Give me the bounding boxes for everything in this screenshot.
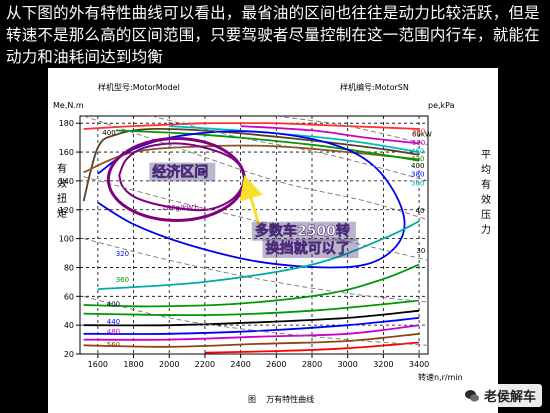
series-line <box>97 130 406 269</box>
x-tick-label: 2000 <box>159 360 179 369</box>
y-axis-title-char: 效 <box>57 177 67 190</box>
series-line <box>115 129 420 162</box>
y-tick-label: 100 <box>59 235 74 244</box>
contour-label: 420 <box>411 155 424 163</box>
y-tick-label: 160 <box>59 148 74 157</box>
x-tick-label: 2200 <box>195 360 215 369</box>
x-tick-label: 3000 <box>338 360 358 369</box>
y-tick-label: 60 <box>64 292 74 301</box>
x-tick-label: 3400 <box>409 360 429 369</box>
contour-label: 560 <box>412 127 425 135</box>
series-line <box>83 238 428 303</box>
series-line <box>83 299 420 317</box>
callout-shift-label: 换挡就可以了 <box>266 240 350 257</box>
wechat-icon <box>464 389 479 402</box>
series-line <box>82 128 420 202</box>
contour-label: 280g/kW.h <box>162 204 199 212</box>
contour-label: 400 <box>411 162 424 170</box>
series-line <box>151 116 428 182</box>
contour-label: 440 <box>107 318 120 326</box>
callout-shift-label-bg <box>262 239 359 259</box>
y-axis-title-char: 有 <box>57 162 67 175</box>
y-tick-label: 20 <box>64 350 74 359</box>
y2-axis-title-char: 力 <box>481 223 491 236</box>
x-tick-label: 1600 <box>88 360 108 369</box>
y-axis-title-char: 矩 <box>57 207 67 220</box>
chart-series-layer <box>82 116 428 354</box>
series-line <box>83 309 420 327</box>
contour-label: 30 <box>416 247 425 255</box>
chart-annotations-layer: 400 60kW5605004604204003803604030280g/kW.… <box>102 127 432 348</box>
contour-label: 360 <box>411 179 424 187</box>
watermark-text: 老侯解车 <box>483 390 536 405</box>
engine-map-chart: 400 60kW5605004604204003803604030280g/kW.… <box>53 82 491 404</box>
y2-axis-title-char: 有 <box>481 178 491 191</box>
y-axis-unit-label: Me,N.m <box>53 101 84 110</box>
chart-title: 图 万有特性曲线 <box>248 394 314 404</box>
economy-zone-label-bg <box>149 162 216 182</box>
contour-label: 500 <box>412 139 425 147</box>
y-tick-label: 180 <box>59 119 74 128</box>
caption-text: 从下图的外有特性曲线可以看出，最省油的区间也往往是动力比较活跃，但是转速不是那么… <box>6 4 540 66</box>
y2-axis-unit-label: pe,kPa <box>428 101 455 110</box>
contour-label: 360 <box>116 276 129 284</box>
contour-label: 320 <box>116 250 129 258</box>
callout-rpm-label-bg <box>251 221 356 241</box>
y-tick-label: 40 <box>64 321 74 330</box>
header-right-label: 样机编号:MotorSN <box>340 82 409 92</box>
y2-axis-title-char: 压 <box>481 209 491 221</box>
engine-map-figure: 400 60kW 560 500 460 420 400 380 360 40 30 280g/kW.… <box>48 68 498 413</box>
series-line <box>83 116 428 221</box>
y-tick-label: 120 <box>59 206 74 215</box>
series-line <box>169 125 420 153</box>
series-line <box>83 295 428 346</box>
economy-zone-label: 经济区间 <box>152 164 208 181</box>
contour-label: 60kW <box>412 130 432 138</box>
x-tick-label: 2600 <box>266 360 286 369</box>
chart-axes: 样机型号:MotorModel 样机编号:MotorSN Me,N.m pe,k… <box>53 82 463 404</box>
y-tick-label: 140 <box>59 177 74 186</box>
watermark-badge: 老侯解车 <box>457 384 542 407</box>
y2-axis-title-char: 均 <box>481 164 491 176</box>
y-axis-title-char: 扭 <box>57 192 67 205</box>
header-left-label: 样机型号:MotorModel <box>98 82 180 92</box>
x-axis-label: 转速n,r/min <box>418 372 463 382</box>
x-tick-label: 2800 <box>302 360 322 369</box>
arrow-to-economy-zone <box>239 175 264 237</box>
x-tick-label: 1800 <box>123 360 143 369</box>
y2-axis-title-char: 效 <box>481 193 491 206</box>
series-line <box>83 122 420 130</box>
contour-label: 480 <box>107 328 120 336</box>
contour-label: 400 <box>102 129 115 137</box>
contour-label: 40 <box>416 207 425 215</box>
series-line <box>97 220 420 290</box>
series-line <box>240 125 420 145</box>
y2-axis-title-char: 平 <box>481 150 491 161</box>
callout-rpm-label: 多数车2500转 <box>255 223 350 240</box>
x-tick-label: 3200 <box>373 360 393 369</box>
contour-label: 560 <box>107 341 120 349</box>
contour-label: 460 <box>411 148 424 156</box>
contour-label: 400 <box>107 301 120 309</box>
series-line <box>83 263 420 308</box>
x-tick-label: 2400 <box>230 360 250 369</box>
contour-label: 380 <box>411 171 424 179</box>
series-line <box>83 332 420 348</box>
series-line <box>276 116 428 146</box>
series-line <box>204 341 420 354</box>
series-line <box>83 324 420 341</box>
y-tick-label: 80 <box>64 263 74 272</box>
